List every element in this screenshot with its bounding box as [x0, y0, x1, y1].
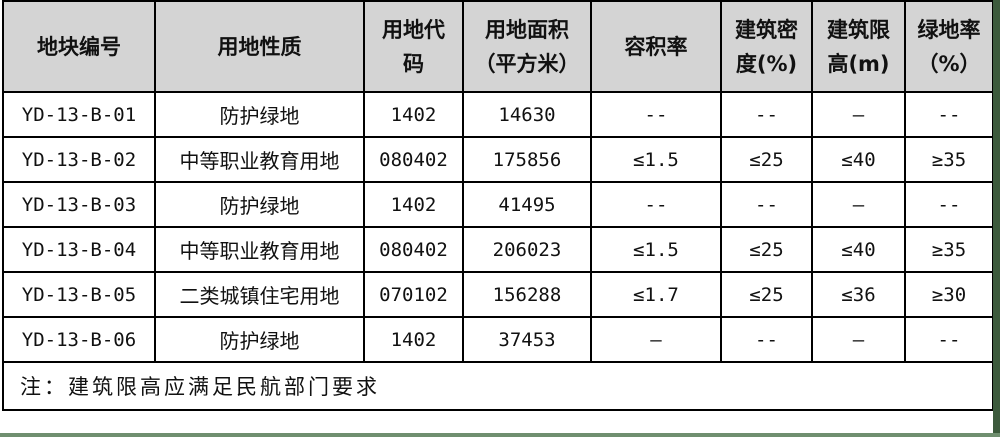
- cell-land-code: 1402: [363, 91, 464, 138]
- column-header-height-limit: 建筑限高(m): [811, 0, 906, 93]
- cell-area: 156288: [462, 271, 592, 318]
- cell-far: ≤1.5: [590, 136, 722, 183]
- table-row: YD-13-B-04 中等职业教育用地 080402 206023 ≤1.5 ≤25 ≤40…: [2, 226, 994, 273]
- cell-far: ≤1.7: [590, 271, 722, 318]
- table-row: YD-13-B-06 防护绿地 1402 37453— -- — --: [2, 316, 994, 363]
- cell-density: ≤25: [720, 226, 813, 273]
- column-header-text: 地块编号: [37, 34, 121, 59]
- cell-height-limit: —: [811, 316, 906, 363]
- cell-parcel-id: YD-13-B-01: [2, 91, 156, 138]
- cell-height-limit: ≤40: [811, 226, 906, 273]
- column-header-land-use: 用地性质: [154, 0, 365, 93]
- cell-area: 206023: [462, 226, 592, 273]
- cell-height-limit: —: [811, 181, 906, 228]
- cell-height-limit: ≤36: [811, 271, 906, 318]
- cell-land-code: 070102: [363, 271, 464, 318]
- cell-green-ratio: ≥35: [904, 136, 994, 183]
- cell-land-code: 080402: [363, 226, 464, 273]
- cell-far: --: [590, 181, 722, 228]
- column-header-density: 建筑密度(%): [720, 0, 813, 93]
- column-header-parcel-id: 地块编号: [2, 0, 156, 93]
- cell-parcel-id: YD-13-B-04: [2, 226, 156, 273]
- cell-land-use: 二类城镇住宅用地: [154, 271, 365, 318]
- cell-density: ≤25: [720, 136, 813, 183]
- cell-land-code: 1402: [363, 316, 464, 363]
- cell-land-use: 防护绿地: [154, 91, 365, 138]
- cell-parcel-id: YD-13-B-06: [2, 316, 156, 363]
- cell-area: 37453: [462, 316, 592, 363]
- cell-land-use: 防护绿地: [154, 316, 365, 363]
- column-header-land-code: 用地代码: [363, 0, 464, 93]
- cell-parcel-id: YD-13-B-02: [2, 136, 156, 183]
- cell-far: ≤1.5: [590, 226, 722, 273]
- cell-density: --: [720, 316, 813, 363]
- cell-green-ratio: ≥30: [904, 271, 994, 318]
- column-header-text: 绿地率（%）: [917, 17, 981, 76]
- cell-land-use: 中等职业教育用地: [154, 136, 365, 183]
- column-header-text: 用地代码: [382, 17, 445, 76]
- table-row: YD-13-B-02 中等职业教育用地 080402 175856 ≤1.5 ≤25 ≤40…: [2, 136, 994, 183]
- note-text: 注：建筑限高应满足民航部门要求: [2, 361, 994, 411]
- cell-density: --: [720, 91, 813, 138]
- column-header-far: 容积率: [590, 0, 722, 93]
- cell-land-use: 中等职业教育用地: [154, 226, 365, 273]
- column-header-area: 用地面积（平方米）: [462, 0, 592, 93]
- cell-area: 14630: [462, 91, 592, 138]
- right-edge: [993, 0, 1000, 437]
- table-row: YD-13-B-03 防护绿地 1402 41495 -- -- — --: [2, 181, 994, 228]
- note-row: 注：建筑限高应满足民航部门要求: [2, 361, 994, 411]
- column-header-green-ratio: 绿地率（%）: [904, 0, 994, 93]
- cell-parcel-id: YD-13-B-05: [2, 271, 156, 318]
- cell-area: 175856: [462, 136, 592, 183]
- column-header-text: 用地性质: [217, 34, 302, 59]
- cell-area: 41495: [462, 181, 592, 228]
- header-row: 地块编号 用地性质 用地代码 用地面积（平方米） 容积率 建筑密度(%) 建筑限…: [2, 0, 994, 93]
- cell-density: ≤25: [720, 271, 813, 318]
- column-header-text: 容积率: [624, 34, 688, 59]
- cell-green-ratio: --: [904, 316, 994, 363]
- cell-height-limit: ≤40: [811, 136, 906, 183]
- cell-far: --: [590, 91, 722, 138]
- column-header-text: 建筑限高(m): [827, 17, 890, 76]
- table-row: YD-13-B-01 防护绿地 1402 14630 -- -- — --: [2, 91, 994, 138]
- cell-parcel-id: YD-13-B-03: [2, 181, 156, 228]
- cell-density: --: [720, 181, 813, 228]
- land-parcel-table: 地块编号 用地性质 用地代码 用地面积（平方米） 容积率 建筑密度(%) 建筑限…: [2, 0, 994, 411]
- cell-green-ratio: --: [904, 91, 994, 138]
- cell-land-code: 080402: [363, 136, 464, 183]
- column-header-text: 建筑密度(%): [735, 17, 798, 76]
- cell-land-use: 防护绿地: [154, 181, 365, 228]
- table-row: YD-13-B-05 二类城镇住宅用地 070102 156288 ≤1.7 ≤25 ≤36…: [2, 271, 994, 318]
- cell-green-ratio: ≥35: [904, 226, 994, 273]
- cell-green-ratio: --: [904, 181, 994, 228]
- bottom-edge: [0, 433, 1000, 437]
- column-header-text: 用地面积（平方米）: [474, 17, 580, 76]
- cell-land-code: 1402: [363, 181, 464, 228]
- cell-far: —: [590, 316, 722, 363]
- cell-height-limit: —: [811, 91, 906, 138]
